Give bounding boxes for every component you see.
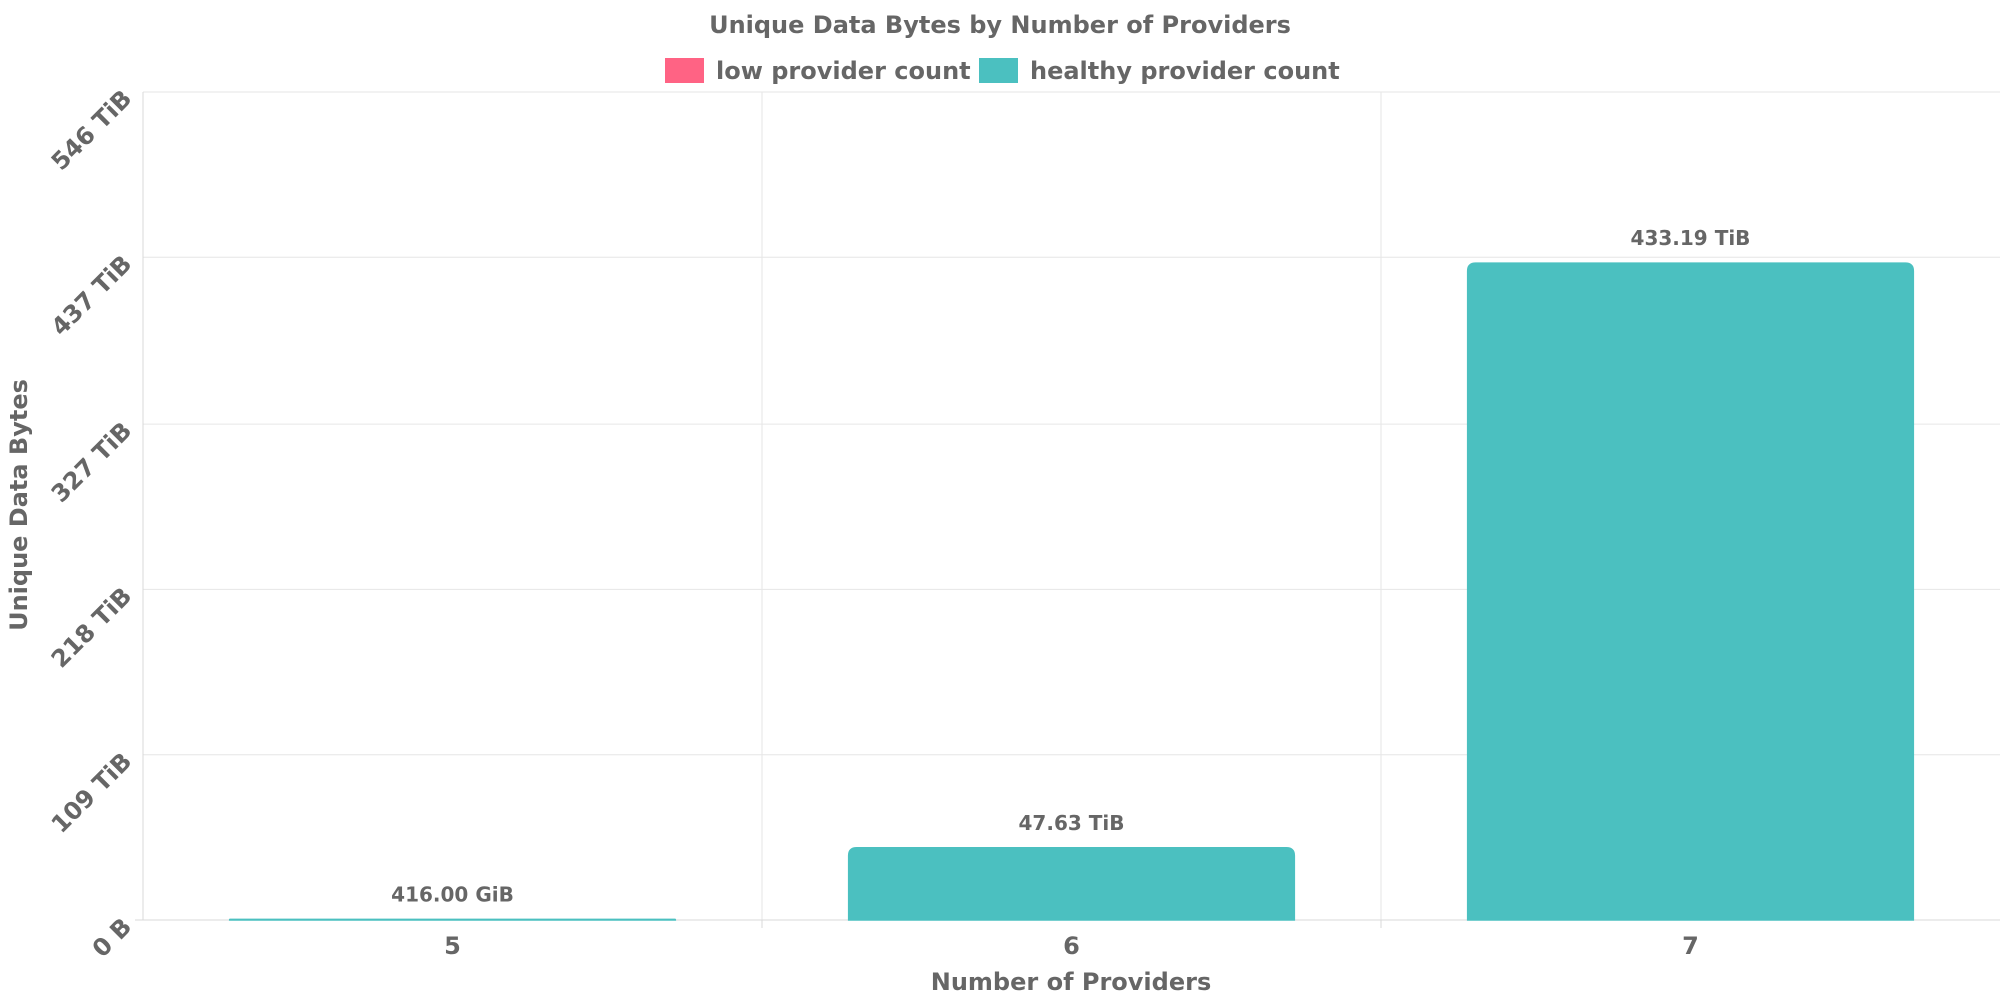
data-label-7: 433.19 TiB [1631, 226, 1751, 250]
y-tick-label: 0 B [87, 912, 137, 962]
x-axis-ticks: 5 6 7 [444, 932, 1699, 960]
bars [228, 262, 1915, 921]
y-axis-ticks: 0 B 109 TiB 218 TiB 327 TiB 437 TiB 546 TiB [46, 84, 137, 962]
legend-label-low-provider-count[interactable]: low provider count [716, 57, 971, 85]
y-tick-label: 437 TiB [46, 250, 137, 341]
data-label-6: 47.63 TiB [1019, 811, 1125, 835]
y-tick-label: 109 TiB [46, 747, 137, 838]
bar-5[interactable] [228, 918, 677, 921]
legend-label-healthy-provider-count[interactable]: healthy provider count [1030, 57, 1340, 85]
legend-swatch-healthy-provider-count[interactable] [979, 58, 1018, 83]
data-label-5: 416.00 GiB [391, 882, 514, 906]
y-tick-label: 546 TiB [46, 84, 137, 175]
legend: low provider count healthy provider coun… [665, 57, 1340, 85]
data-labels: 416.00 GiB 47.63 TiB 433.19 TiB [391, 226, 1750, 906]
x-tick-label: 5 [444, 932, 461, 960]
y-tick-label: 327 TiB [46, 417, 137, 508]
bar-7[interactable] [1466, 262, 1915, 921]
y-tick-label: 218 TiB [46, 582, 137, 673]
x-tick-label: 7 [1682, 932, 1699, 960]
chart-title: Unique Data Bytes by Number of Providers [709, 11, 1291, 39]
y-axis-title: Unique Data Bytes [5, 379, 33, 631]
x-tick-label: 6 [1063, 932, 1080, 960]
bar-6[interactable] [847, 847, 1296, 921]
x-axis-title: Number of Providers [931, 968, 1211, 996]
legend-swatch-low-provider-count[interactable] [665, 58, 704, 83]
